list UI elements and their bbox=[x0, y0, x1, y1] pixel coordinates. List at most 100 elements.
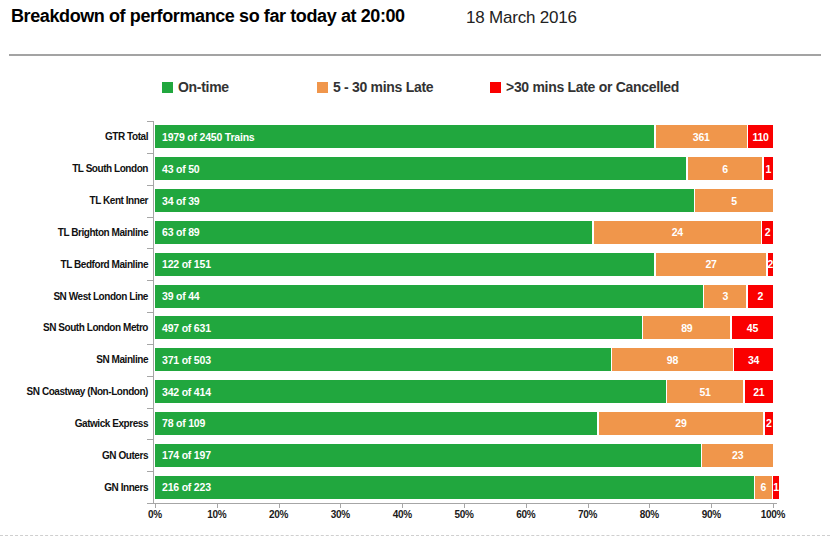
segment-value-label: 1 bbox=[765, 163, 771, 175]
row-label: SN South London Metro bbox=[0, 322, 148, 333]
y-axis-tick bbox=[147, 153, 153, 154]
segment-5-30-late: 23 bbox=[702, 444, 773, 467]
chart-row: GN Inners216 of 22361 bbox=[0, 471, 830, 503]
segment-on-time: 39 of 44 bbox=[155, 285, 703, 308]
segment-on-time: 34 of 39 bbox=[155, 189, 694, 212]
x-axis-tick bbox=[588, 504, 589, 508]
bar-track: 371 of 503 98 34 bbox=[155, 348, 773, 371]
y-axis-tick bbox=[147, 439, 153, 440]
y-axis-tick bbox=[147, 280, 153, 281]
segment-on-time: 174 of 197 bbox=[155, 444, 701, 467]
segment-5-30-late: 29 bbox=[599, 412, 763, 435]
segment-value-label: 24 bbox=[672, 226, 683, 238]
chart-row: TL South London43 of 5061 bbox=[0, 153, 830, 185]
bar-track: 63 of 89 24 2 bbox=[155, 221, 773, 244]
chart-row: Gatwick Express 78 of 109 292 bbox=[0, 407, 830, 439]
x-axis-tick-label: 70% bbox=[566, 509, 610, 520]
segment-value-label: 63 of 89 bbox=[155, 226, 200, 238]
x-axis-tick bbox=[340, 504, 341, 508]
row-label: Gatwick Express bbox=[0, 418, 148, 429]
bar-track: 39 of 44 3 2 bbox=[155, 285, 773, 308]
segment-value-label: 34 bbox=[748, 354, 759, 366]
segment-value-label: 2 bbox=[768, 258, 774, 270]
chart-bottom-border bbox=[0, 535, 830, 536]
chart-row: GTR Total1979 of 2450 Trains361110 bbox=[0, 121, 830, 153]
segment-value-label: 361 bbox=[693, 131, 710, 143]
segment-on-time: 342 of 414 bbox=[155, 380, 666, 403]
segment-value-label: 39 of 44 bbox=[155, 290, 200, 302]
x-axis-tick bbox=[464, 504, 465, 508]
x-axis-tick-label: 30% bbox=[318, 509, 362, 520]
segment-value-label: 23 bbox=[732, 449, 743, 461]
x-axis-tick-label: 10% bbox=[195, 509, 239, 520]
x-axis-tick bbox=[526, 504, 527, 508]
segment-value-label: 2 bbox=[758, 290, 764, 302]
stacked-bar-chart: GTR Total1979 of 2450 Trains361110TL Sou… bbox=[0, 0, 830, 540]
y-axis-tick bbox=[147, 376, 153, 377]
chart-row: SN West London Line 39 of 44 3 2 bbox=[0, 280, 830, 312]
bar-track: 78 of 109 292 bbox=[155, 412, 773, 435]
x-axis-tick bbox=[155, 504, 156, 508]
segment-5-30-late: 6 bbox=[755, 476, 772, 499]
segment-value-label: 497 of 631 bbox=[155, 322, 211, 334]
y-axis-tick bbox=[147, 503, 153, 504]
x-axis-tick bbox=[649, 504, 650, 508]
row-label: TL Kent Inner bbox=[0, 195, 148, 206]
segment-value-label: 2 bbox=[766, 417, 772, 429]
segment-value-label: 78 of 109 bbox=[155, 417, 205, 429]
x-axis-tick bbox=[402, 504, 403, 508]
segment-value-label: 98 bbox=[667, 354, 678, 366]
row-label: GTR Total bbox=[0, 131, 148, 142]
x-axis-tick-label: 90% bbox=[689, 509, 733, 520]
row-label: TL Brighton Mainline bbox=[0, 227, 148, 238]
x-axis-tick bbox=[773, 504, 774, 508]
x-axis-line bbox=[153, 503, 777, 504]
segment-value-label: 43 of 50 bbox=[155, 163, 200, 175]
segment-over-30-late: 34 bbox=[734, 348, 773, 371]
segment-5-30-late: 5 bbox=[695, 189, 773, 212]
segment-5-30-late: 89 bbox=[643, 316, 730, 339]
segment-value-label: 2 bbox=[765, 226, 771, 238]
row-label: SN West London Line bbox=[0, 291, 148, 302]
segment-on-time: 122 of 151 bbox=[155, 253, 654, 276]
segment-5-30-late: 27 bbox=[656, 253, 767, 276]
segment-5-30-late: 98 bbox=[612, 348, 732, 371]
segment-on-time: 497 of 631 bbox=[155, 316, 642, 339]
bar-track: 43 of 50 6 1 bbox=[155, 157, 773, 180]
x-axis-tick-label: 0% bbox=[133, 509, 177, 520]
y-axis-tick bbox=[147, 471, 153, 472]
y-axis-tick bbox=[147, 185, 153, 186]
y-axis-tick bbox=[147, 217, 153, 218]
row-label: SN Coastway (Non-London) bbox=[0, 386, 148, 397]
segment-value-label: 3 bbox=[723, 290, 729, 302]
segment-value-label: 1 bbox=[773, 481, 779, 493]
chart-row: SN South London Metro 497 of 631 89 45 bbox=[0, 312, 830, 344]
bar-track: 1979 of 2450 Trains361110 bbox=[155, 125, 773, 148]
segment-value-label: 216 of 223 bbox=[155, 481, 211, 493]
segment-value-label: 342 of 414 bbox=[155, 386, 211, 398]
segment-value-label: 89 bbox=[681, 322, 692, 334]
segment-over-30-late: 1 bbox=[773, 476, 779, 499]
segment-5-30-late: 361 bbox=[656, 125, 747, 148]
x-axis-tick-label: 50% bbox=[442, 509, 486, 520]
x-axis-tick bbox=[279, 504, 280, 508]
segment-over-30-late: 45 bbox=[732, 316, 773, 339]
x-axis-tick bbox=[217, 504, 218, 508]
chart-rows: GTR Total1979 of 2450 Trains361110TL Sou… bbox=[0, 121, 830, 503]
segment-value-label: 6 bbox=[761, 481, 767, 493]
x-axis-tick-label: 40% bbox=[380, 509, 424, 520]
bar-track: 174 of 197 23 bbox=[155, 444, 773, 467]
segment-value-label: 6 bbox=[722, 163, 728, 175]
segment-over-30-late: 21 bbox=[745, 380, 773, 403]
segment-value-label: 1979 of 2450 Trains bbox=[155, 131, 255, 143]
y-axis-tick bbox=[147, 408, 153, 409]
x-axis-tick-label: 60% bbox=[504, 509, 548, 520]
segment-5-30-late: 51 bbox=[667, 380, 743, 403]
segment-5-30-late: 6 bbox=[688, 157, 762, 180]
x-axis-tick-label: 80% bbox=[627, 509, 671, 520]
bar-track: 34 of 395 bbox=[155, 189, 773, 212]
segment-value-label: 21 bbox=[753, 386, 764, 398]
segment-on-time: 371 of 503 bbox=[155, 348, 611, 371]
segment-5-30-late: 24 bbox=[594, 221, 761, 244]
x-axis-tick-label: 20% bbox=[257, 509, 301, 520]
